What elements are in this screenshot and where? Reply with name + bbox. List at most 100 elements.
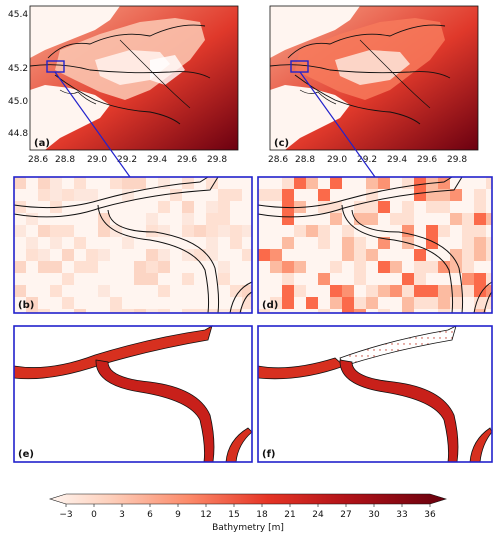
bathymetry-cell: [330, 297, 342, 309]
bathymetry-cell: [170, 225, 182, 237]
bathymetry-cell: [242, 285, 252, 297]
x-tick: 28.6: [28, 155, 48, 165]
bathymetry-cell: [170, 201, 182, 213]
bathymetry-cell: [38, 225, 50, 237]
bathymetry-cell: [462, 285, 474, 297]
bathymetry-cell: [270, 189, 282, 201]
bathymetry-cell: [318, 273, 330, 285]
panel-a-map: (a): [29, 5, 239, 151]
bathymetry-cell: [134, 309, 146, 313]
bathymetry-cell: [74, 225, 86, 237]
bathymetry-cell: [438, 309, 450, 313]
bathymetry-cell: [26, 189, 38, 201]
bathymetry-cell: [146, 261, 158, 273]
bathymetry-cell: [74, 273, 86, 285]
bathymetry-cell: [462, 237, 474, 249]
bathymetry-cell: [218, 273, 230, 285]
bathymetry-cell: [206, 225, 218, 237]
bathymetry-cell: [170, 309, 182, 313]
bathymetry-cell: [282, 237, 294, 249]
x-tick: 29.6: [417, 155, 437, 165]
y-tick: 44.8: [8, 129, 28, 139]
bathymetry-cell: [26, 297, 38, 309]
bathymetry-cell: [182, 309, 194, 313]
bathymetry-cell: [98, 309, 110, 313]
bathymetry-cell: [366, 201, 378, 213]
bathymetry-cell: [170, 261, 182, 273]
bathymetry-cell: [282, 285, 294, 297]
bathymetry-cell: [366, 285, 378, 297]
bathymetry-cell: [474, 201, 486, 213]
bathymetry-cell: [14, 273, 26, 285]
bathymetry-cell: [26, 213, 38, 225]
bathymetry-cell: [354, 249, 366, 261]
bathymetry-cell: [146, 309, 158, 313]
bathymetry-cell: [354, 201, 366, 213]
panel-b-zoom: (b): [13, 176, 253, 314]
bathymetry-cell: [170, 189, 182, 201]
bathymetry-cell: [98, 261, 110, 273]
bathymetry-cell: [182, 249, 194, 261]
bathymetry-cell: [462, 273, 474, 285]
bathymetry-cell: [462, 213, 474, 225]
bathymetry-cell: [26, 177, 38, 189]
bathymetry-cell: [182, 273, 194, 285]
bathymetry-cell: [318, 201, 330, 213]
bathymetry-cell: [462, 225, 474, 237]
bathymetry-cell: [182, 213, 194, 225]
bathymetry-cell: [258, 249, 270, 261]
bathymetry-cell: [282, 297, 294, 309]
bathymetry-cell: [366, 297, 378, 309]
bathymetry-cell: [230, 249, 242, 261]
bathymetry-cell: [158, 285, 170, 297]
bathymetry-cell: [62, 249, 74, 261]
bathymetry-cell: [354, 309, 366, 313]
bathymetry-cell: [62, 297, 74, 309]
bathymetry-cell: [438, 201, 450, 213]
bathymetry-cell: [110, 297, 122, 309]
bathymetry-cell: [450, 297, 462, 309]
bathymetry-cell: [378, 237, 390, 249]
bathymetry-cell: [402, 201, 414, 213]
panel-d-zoom: (d): [257, 176, 493, 314]
bathymetry-cell: [426, 201, 438, 213]
bathymetry-cell: [438, 261, 450, 273]
bathymetry-cell: [378, 285, 390, 297]
bathymetry-cell: [474, 249, 486, 261]
bathymetry-cell: [438, 189, 450, 201]
bathymetry-cell: [38, 261, 50, 273]
bathymetry-cell: [182, 201, 194, 213]
colorbar: −3 0 3 6 9 12 15 18 21 24 27 30 33 36 Bathymetry [m]: [48, 493, 448, 533]
bathymetry-cell: [426, 189, 438, 201]
bathymetry-cell: [366, 213, 378, 225]
bathymetry-cell: [50, 177, 62, 189]
x-tick: 29.4: [387, 155, 407, 165]
bathymetry-cell: [258, 309, 270, 313]
bathymetry-cell: [474, 297, 486, 309]
bathymetry-cell: [38, 177, 50, 189]
bathymetry-cell: [206, 249, 218, 261]
panel-c-zoom-box: [290, 60, 309, 73]
bathymetry-cell: [342, 249, 354, 261]
bathymetry-cell: [74, 309, 86, 313]
bathymetry-cell: [26, 237, 38, 249]
bathymetry-cell: [414, 177, 426, 189]
x-tick: 28.8: [55, 155, 75, 165]
bathymetry-cell: [74, 297, 86, 309]
bathymetry-cell: [318, 309, 330, 313]
bathymetry-cell: [206, 213, 218, 225]
bathymetry-cell: [438, 297, 450, 309]
bathymetry-cell: [218, 285, 230, 297]
bathymetry-cell: [270, 249, 282, 261]
bathymetry-cell: [242, 297, 252, 309]
bathymetry-cell: [486, 297, 492, 309]
bathymetry-cell: [330, 213, 342, 225]
bathymetry-cell: [474, 273, 486, 285]
bathymetry-cell: [242, 225, 252, 237]
x-tick: 29.2: [117, 155, 137, 165]
bathymetry-cell: [450, 189, 462, 201]
bathymetry-cell: [462, 261, 474, 273]
bathymetry-cell: [146, 225, 158, 237]
bathymetry-cell: [50, 261, 62, 273]
colorbar-tick-label: 36: [424, 510, 436, 520]
